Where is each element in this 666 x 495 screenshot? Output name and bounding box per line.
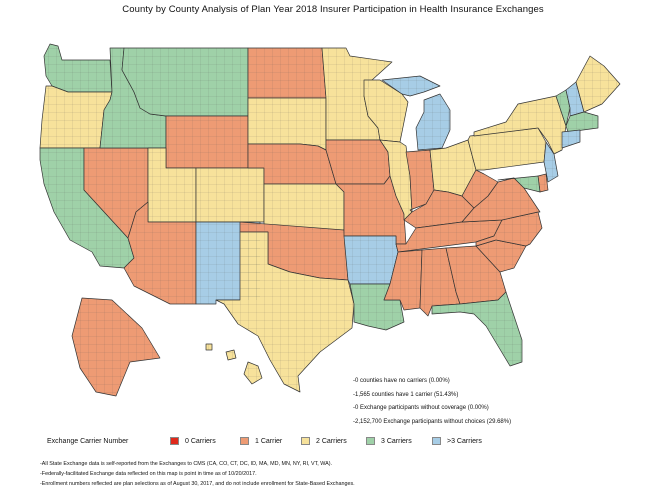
county-lines-indiana [406,150,434,212]
county-lines-iowa [326,140,390,184]
county-lines-michigan [382,76,450,150]
county-lines-connecticut [562,130,580,148]
county-lines-california [40,148,134,268]
county-lines-illinois [380,140,412,220]
county-lines-idaho [100,48,166,148]
legend-swatch [366,437,375,445]
county-lines-wyoming [166,116,248,168]
stat-no-carriers: -0 counties have no carriers (0.00%) [353,378,450,384]
legend-item-2-carriers: 2 Carriers [301,437,347,445]
county-lines-delaware [538,174,548,192]
county-lines-new-hampshire [566,82,584,116]
county-lines-oregon [40,86,112,148]
legend-swatch [432,437,441,445]
county-lines-louisiana [350,284,404,330]
stat-one-carrier: -1,565 counties have 1 carrier (51.43%) [353,391,459,398]
county-lines-alabama [420,248,460,316]
county-lines-mississippi [384,250,422,310]
legend-item-0-carriers: 0 Carriers [170,437,216,445]
county-lines-minnesota [322,48,392,140]
county-lines-pennsylvania [468,128,546,170]
county-lines-oklahoma [240,222,348,280]
county-lines-kansas [264,184,344,230]
county-lines-colorado [196,168,264,222]
footnote-enrollment: -Enrollment numbers reflected are plan s… [40,480,355,487]
county-lines-maine [576,56,620,112]
county-lines-vermont [556,90,570,126]
county-lines-missouri [336,176,406,244]
county-lines-wisconsin [364,80,408,142]
legend-item-more-than-3-carriers: >3 Carriers [432,437,482,445]
county-lines-south-dakota [248,98,326,150]
legend-label: 0 Carriers [185,437,216,445]
legend-label: >3 Carriers [447,437,482,445]
footnote-state-exchange: -All State Exchange data is self-reporte… [40,461,333,467]
county-lines-montana [122,48,248,116]
footnotes: -All State Exchange data is self-reporte… [40,460,355,489]
legend-label: 1 Carrier [255,437,283,445]
stat-without-coverage: -0 Exchange participants without coverag… [353,405,489,412]
legend-item-3-carriers: 3 Carriers [366,437,412,445]
county-lines-north-carolina [476,212,542,246]
summary-statistics: -0 counties have no carriers (0.00%) -1,… [353,375,511,429]
county-lines-washington [44,44,112,92]
legend-item-1-carrier: 1 Carrier [240,437,282,445]
county-lines-north-dakota [248,48,326,98]
legend-swatch [301,437,310,445]
county-lines-west-virginia [462,170,498,208]
county-lines-arizona [124,202,196,304]
county-lines-new-york [474,96,566,154]
county-lines-nebraska [248,144,336,184]
county-lines-virginia [462,178,540,222]
legend-label: 3 Carriers [381,437,412,445]
legend-swatch [170,437,179,445]
county-lines-kentucky [404,190,474,228]
legend: Exchange Carrier Number 0 Carriers 1 Car… [0,436,666,450]
county-lines-ohio [430,140,476,196]
stat-without-choices: -2,152,700 Exchange participants without… [353,418,512,425]
county-lines-maryland [498,176,540,192]
county-lines-florida [432,292,522,366]
county-lines-arkansas [344,236,398,284]
county-lines-utah [148,148,196,222]
county-lines-massachusetts [566,112,598,132]
legend-heading: Exchange Carrier Number [47,438,129,445]
county-lines-nevada [84,148,148,238]
county-lines-georgia [446,246,506,304]
county-lines-texas [216,232,354,392]
footnote-federal-exchange: -Federally-facilitated Exchange data ref… [40,470,257,477]
county-lines-south-carolina [476,240,526,272]
county-lines-alaska [72,298,160,396]
legend-swatch [240,437,249,445]
county-lines-hawaii [206,344,262,384]
county-lines-tennessee [396,220,502,252]
county-lines-new-jersey [544,142,558,182]
map-title: County by County Analysis of Plan Year 2… [122,4,544,15]
legend-label: 2 Carriers [316,437,347,445]
